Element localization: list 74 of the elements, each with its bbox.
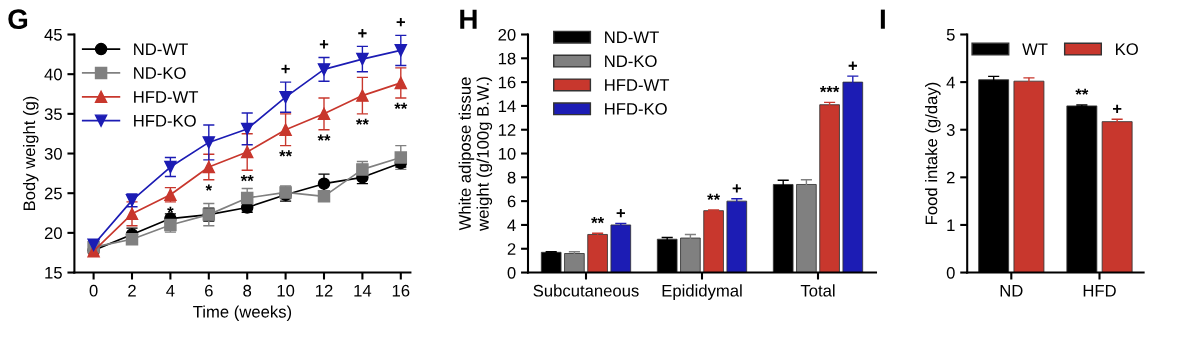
chart-title: H (460, 9, 477, 29)
data-label: * (167, 206, 174, 213)
chart-title: G (8, 9, 28, 30)
data-label: ** (591, 216, 605, 224)
data-label: + (281, 64, 290, 74)
x-axis-title: Time (weeks) (193, 305, 292, 321)
legend-label: ND-WT (134, 43, 188, 55)
y-tick-label: 4 (507, 219, 516, 231)
data-label: ** (240, 174, 254, 182)
x-tick-label: 6 (205, 284, 213, 297)
x-tick-label: 10 (277, 284, 295, 297)
data-label: + (732, 184, 741, 193)
data-label: ** (279, 150, 293, 157)
x-tick-label: 4 (166, 284, 175, 297)
data-label: * (205, 184, 213, 191)
y-tick-label: 2 (946, 171, 955, 184)
data-label: ** (394, 102, 408, 109)
y-tick-label: 40 (44, 68, 62, 81)
legend-label: ND-KO (134, 67, 186, 79)
legend-label: HFD-KO (134, 114, 196, 127)
y-tick-label: 0 (946, 266, 955, 279)
data-label: ** (355, 118, 369, 125)
y-tick-label: 20 (498, 28, 516, 41)
data-label: + (1112, 104, 1122, 114)
legend-label: ND-KO (605, 55, 657, 68)
y-axis-title: Food intake (g/day) (925, 82, 941, 224)
legend-label: HFD-KO (605, 102, 667, 115)
y-tick-label: 3 (946, 124, 955, 136)
legend-label: KO (1116, 43, 1138, 56)
data-label: + (319, 40, 329, 49)
x-tick-label: 8 (243, 284, 252, 297)
y-tick-label: 30 (44, 147, 62, 160)
y-tick-label: 25 (44, 187, 62, 200)
data-label: + (358, 29, 367, 38)
x-tick-label: 14 (354, 284, 372, 297)
y-tick-label: 0 (507, 266, 516, 279)
x-tick-label: 16 (392, 284, 410, 297)
y-axis-title: White adipose tissue weight (g/100g B.W.) (458, 77, 493, 231)
y-tick-label: 18 (498, 52, 516, 65)
x-tick-label: 2 (128, 284, 136, 297)
y-tick-label: 12 (498, 124, 516, 136)
y-tick-label: 5 (946, 29, 955, 41)
legend-label: ND-WT (605, 31, 659, 44)
x-tick-label: 0 (89, 284, 98, 297)
legend-label: HFD-WT (605, 79, 670, 91)
y-tick-label: 2 (507, 243, 516, 255)
data-label: ** (317, 134, 331, 141)
data-label: ** (707, 193, 721, 200)
data-label: ** (1075, 88, 1089, 95)
y-axis-title: Body weight (g) (22, 96, 39, 211)
y-tick-label: 6 (507, 195, 516, 208)
data-label: + (396, 17, 405, 27)
y-tick-label: 35 (44, 108, 62, 121)
x-tick-label: Subcutaneous (533, 284, 639, 297)
y-tick-label: 45 (44, 29, 62, 41)
y-tick-label: 14 (498, 100, 516, 112)
y-tick-label: 1 (947, 219, 955, 231)
legend-label: HFD-WT (134, 91, 199, 103)
y-tick-label: 4 (946, 76, 955, 89)
y-tick-label: 8 (507, 171, 516, 184)
y-tick-label: 20 (44, 227, 62, 240)
x-tick-label: HFD (1083, 284, 1116, 297)
y-tick-label: 16 (498, 76, 516, 89)
y-tick-label: 15 (45, 267, 62, 279)
data-label: + (848, 61, 857, 70)
x-tick-label: Epididymal (662, 284, 742, 300)
data-label: + (616, 208, 625, 218)
data-label: *** (819, 86, 840, 93)
legend-label: WT (1022, 43, 1048, 55)
x-tick-label: ND (1000, 284, 1023, 297)
chart-title: I (880, 9, 885, 29)
x-tick-label: Total (800, 284, 835, 297)
x-tick-label: 12 (316, 284, 333, 297)
y-tick-label: 10 (498, 147, 516, 160)
